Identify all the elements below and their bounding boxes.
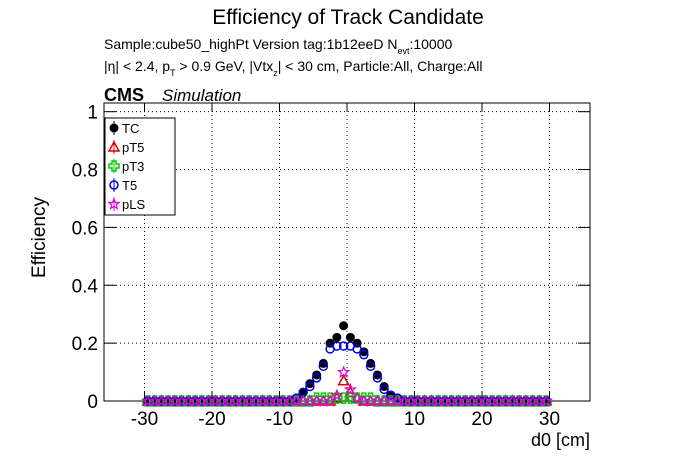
marker	[352, 344, 362, 354]
x-axis-label: d0 [cm]	[531, 430, 590, 450]
y-tick-label: 0.2	[72, 334, 98, 355]
marker	[338, 341, 349, 351]
subtitle-part: | < 30 cm, Particle:All, Charge:All	[278, 58, 483, 74]
marker	[312, 370, 322, 380]
subtitle-part: |η| < 2.4, p	[104, 58, 170, 74]
x-tick-label: -10	[266, 409, 293, 430]
cms-label: CMS	[104, 85, 144, 105]
marker	[305, 381, 315, 392]
marker	[311, 373, 322, 383]
marker	[343, 382, 357, 396]
y-tick-label: 1	[87, 103, 98, 124]
subtitle-part: Sample:cube50_highPt Version tag:1b12eeD…	[104, 36, 397, 52]
legend-label: pLS	[122, 197, 145, 212]
marker	[539, 394, 553, 407]
marker	[318, 358, 328, 368]
marker	[291, 393, 302, 403]
marker	[372, 373, 383, 383]
legend-label: TC	[122, 121, 139, 136]
y-axis-label: Efficiency	[29, 197, 50, 278]
marker	[372, 370, 382, 380]
x-tick-label: 30	[539, 409, 560, 430]
marker	[298, 387, 308, 397]
marker	[379, 382, 389, 392]
marker	[330, 388, 344, 402]
marker	[337, 374, 350, 386]
legend-label: pT3	[122, 159, 144, 174]
marker	[305, 379, 315, 389]
subscript: evt	[397, 46, 410, 56]
marker	[332, 332, 342, 342]
cms-sublabel: Simulation	[162, 86, 241, 105]
y-tick-label: 0	[87, 392, 98, 413]
y-tick-label: 0.8	[72, 161, 98, 182]
legend-marker	[108, 160, 120, 172]
marker	[365, 361, 376, 372]
y-tick-label: 0.6	[72, 218, 98, 239]
marker	[350, 391, 364, 404]
subscript: z	[273, 68, 278, 78]
x-tick-label: 20	[471, 409, 492, 430]
marker	[345, 332, 355, 342]
marker	[332, 341, 342, 351]
y-tick-label: 0.4	[72, 276, 99, 297]
subtitle-part: :10000	[409, 36, 452, 52]
marker	[379, 384, 389, 395]
marker	[366, 358, 376, 368]
subtitle: |η| < 2.4, pT > 0.9 GeV, |Vtxz| < 30 cm,…	[104, 58, 483, 78]
x-tick-label: -30	[131, 409, 158, 430]
x-tick-label: -20	[198, 409, 225, 430]
subtitle: Sample:cube50_highPt Version tag:1b12eeD…	[104, 36, 452, 56]
legend-label: pT5	[122, 140, 144, 155]
marker	[337, 365, 351, 378]
marker	[339, 321, 349, 331]
x-tick-label: 10	[404, 409, 425, 430]
marker	[318, 361, 329, 372]
legend-label: T5	[122, 178, 137, 193]
subtitle-part: > 0.9 GeV, |Vtx	[176, 58, 274, 74]
chart-title: Efficiency of Track Candidate	[212, 6, 484, 29]
legend-box	[104, 117, 176, 216]
subscript: T	[170, 68, 176, 78]
marker	[359, 349, 369, 360]
x-tick-label: 0	[342, 409, 353, 430]
